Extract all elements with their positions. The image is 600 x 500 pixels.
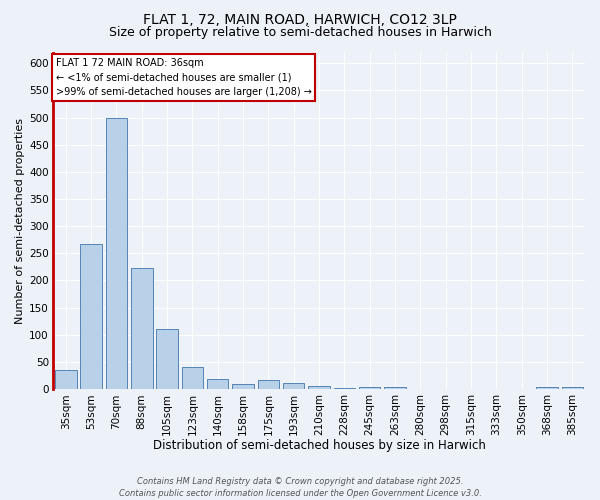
Bar	[182, 368, 203, 389]
Text: FLAT 1 72 MAIN ROAD: 36sqm
← <1% of semi-detached houses are smaller (1)
>99% of: FLAT 1 72 MAIN ROAD: 36sqm ← <1% of semi…	[56, 58, 311, 97]
Bar	[106, 118, 127, 389]
Y-axis label: Number of semi-detached properties: Number of semi-detached properties	[15, 118, 25, 324]
Bar	[55, 370, 77, 389]
Bar	[207, 380, 229, 389]
Bar	[131, 268, 152, 389]
Bar	[562, 387, 583, 389]
Bar	[257, 380, 279, 389]
Text: Size of property relative to semi-detached houses in Harwich: Size of property relative to semi-detach…	[109, 26, 491, 39]
Text: Contains HM Land Registry data © Crown copyright and database right 2025.
Contai: Contains HM Land Registry data © Crown c…	[119, 476, 481, 498]
Text: FLAT 1, 72, MAIN ROAD, HARWICH, CO12 3LP: FLAT 1, 72, MAIN ROAD, HARWICH, CO12 3LP	[143, 12, 457, 26]
Bar	[157, 330, 178, 389]
X-axis label: Distribution of semi-detached houses by size in Harwich: Distribution of semi-detached houses by …	[152, 440, 485, 452]
Bar	[283, 382, 304, 389]
Bar	[232, 384, 254, 389]
Bar	[308, 386, 330, 389]
Bar	[384, 388, 406, 389]
Bar	[359, 388, 380, 389]
Bar	[334, 388, 355, 389]
Bar	[536, 387, 558, 389]
Bar	[80, 244, 102, 389]
